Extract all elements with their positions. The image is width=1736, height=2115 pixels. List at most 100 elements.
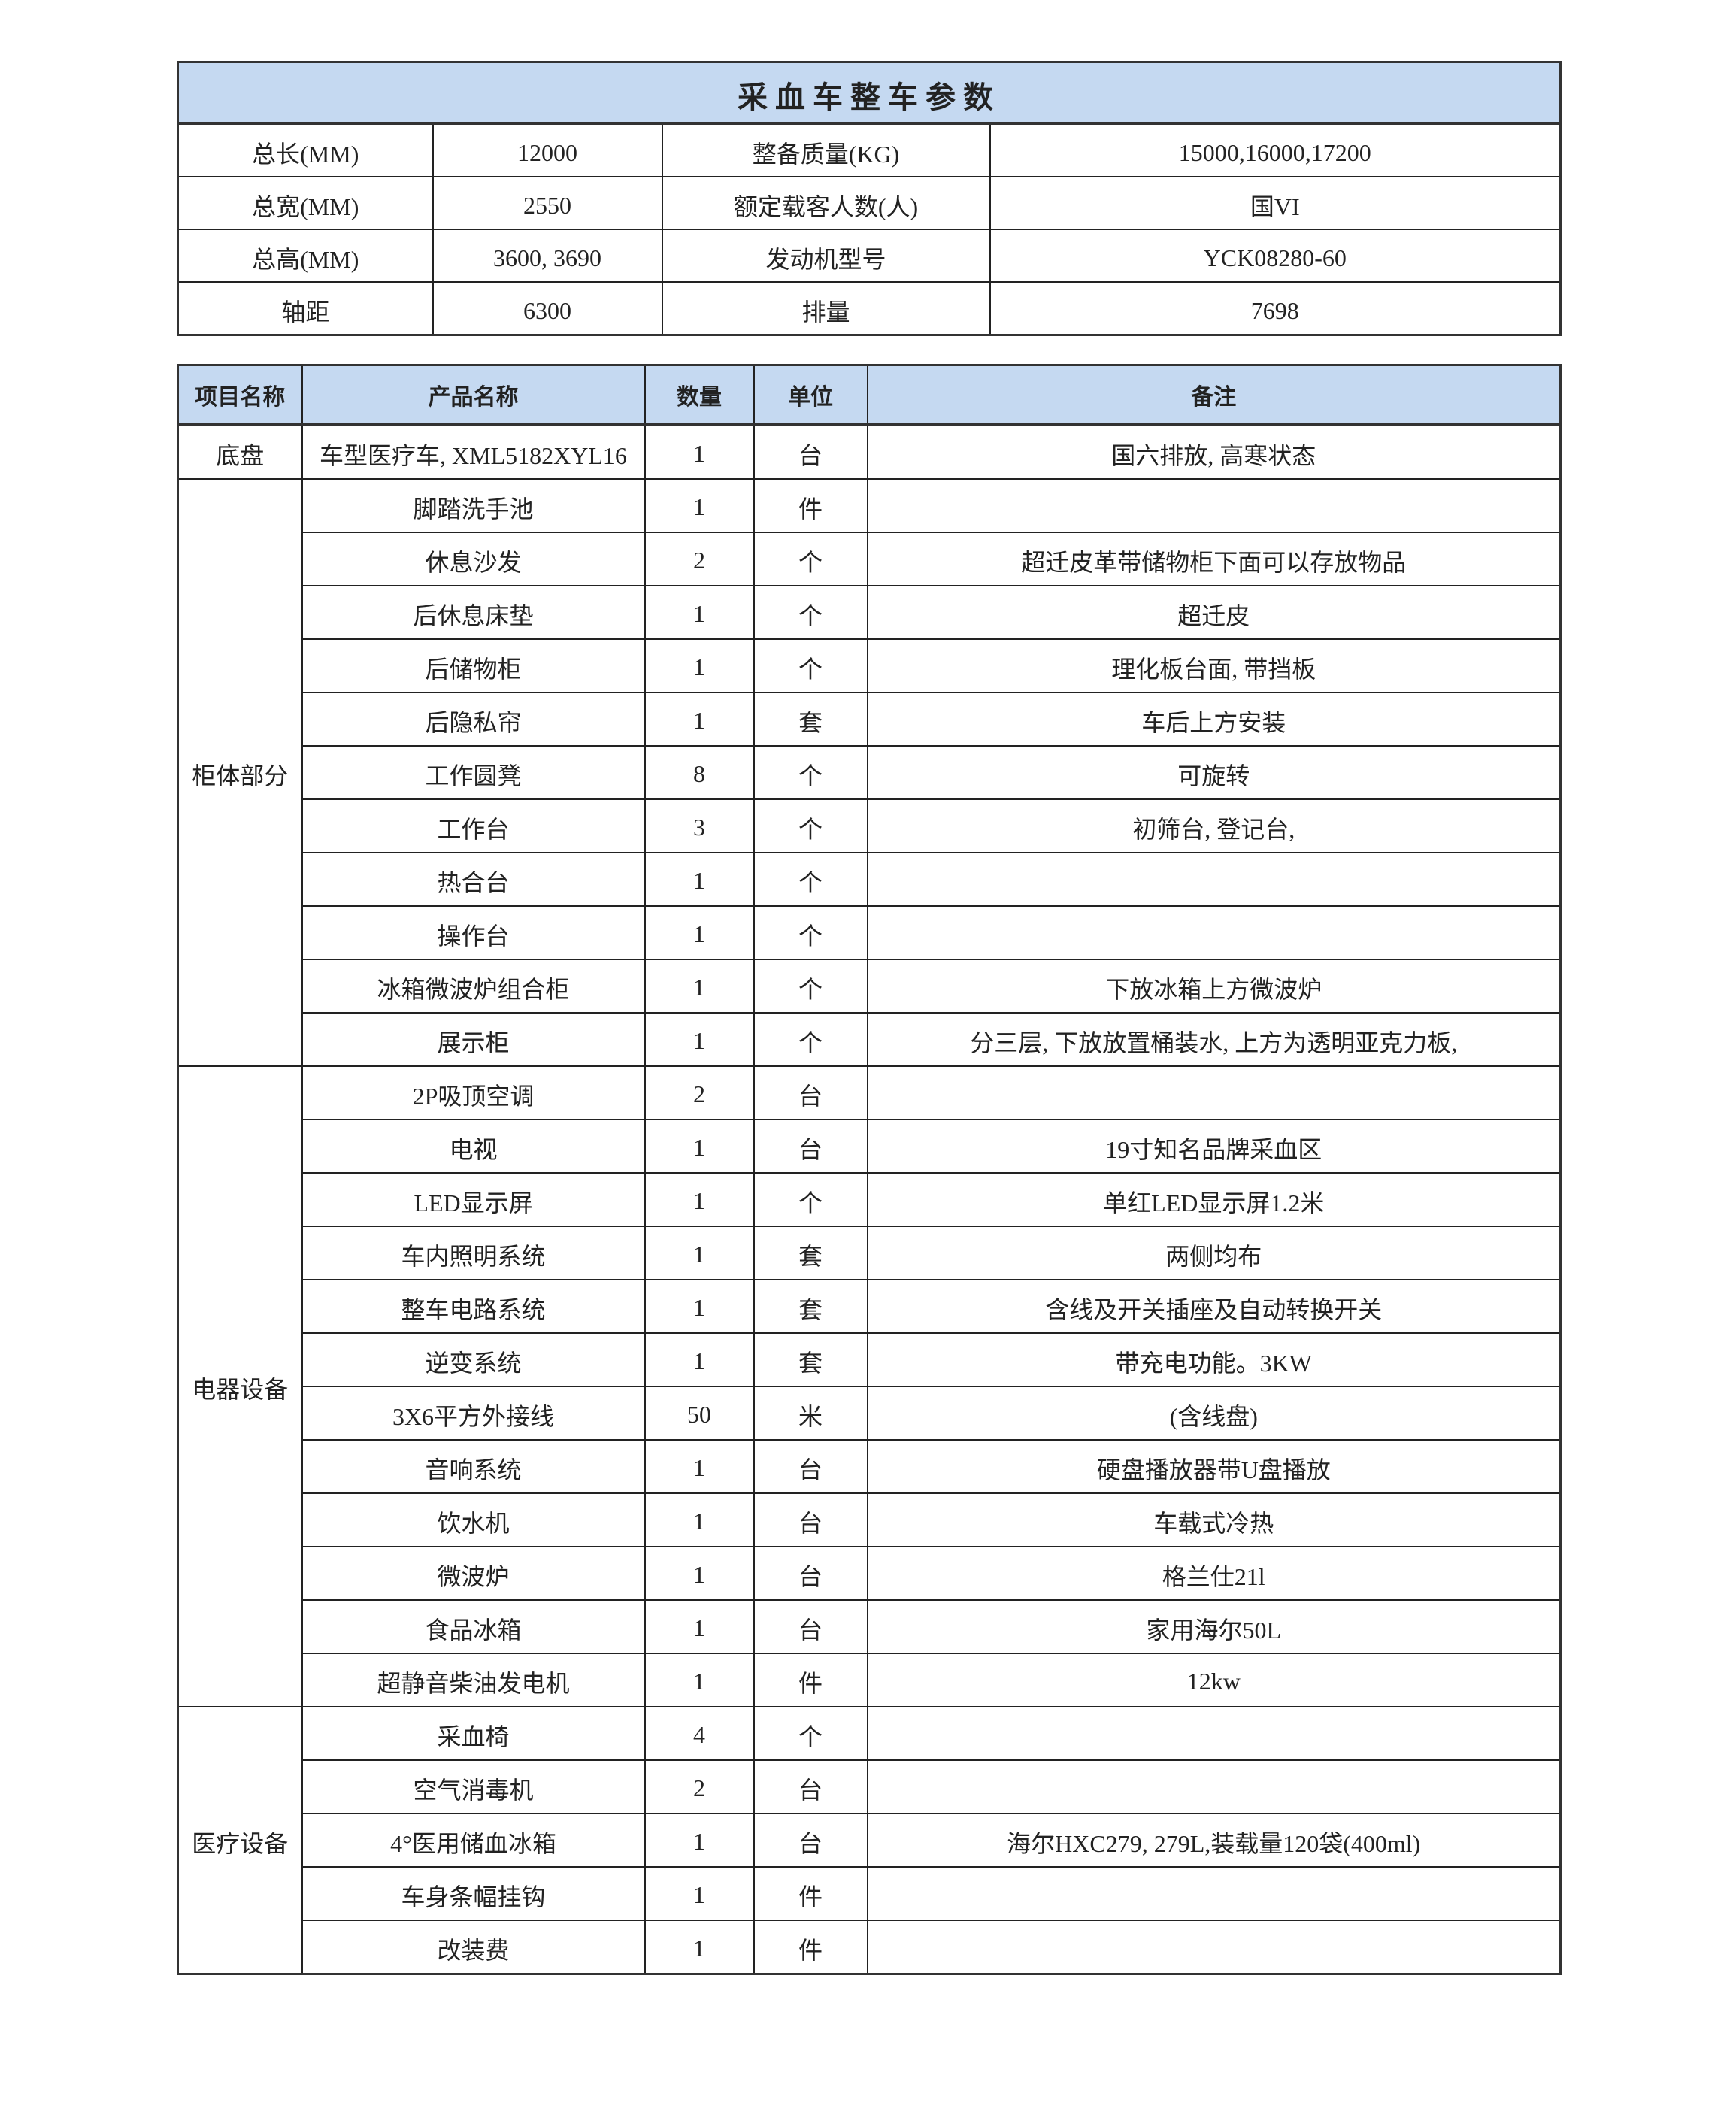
table-row: 饮水机 1 台车载式冷热 — [178, 1492, 1562, 1547]
remarks-cell: 理化板台面, 带挡板 — [866, 638, 1562, 693]
spec-value: 15000,16000,17200 — [989, 123, 1562, 177]
unit-cell: 个 — [753, 1706, 868, 1761]
table-row: 柜体部分 脚踏洗手池 1 件 — [177, 478, 1562, 1067]
unit-cell: 个 — [753, 745, 868, 800]
quantity-cell: 1 — [644, 478, 755, 533]
table-row: 逆变系统 1 套带充电功能。3KW — [178, 1332, 1562, 1387]
quantity-cell: 2 — [644, 532, 755, 586]
remarks-cell: 超迁皮革带储物柜下面可以存放物品 — [866, 532, 1562, 586]
remarks-cell: 下放冰箱上方微波炉 — [866, 959, 1562, 1014]
spec-row: 总宽(MM) 2550 额定载客人数(人) 国VI — [177, 176, 1562, 230]
table-row: 展示柜 1 个分三层, 下放放置桶装水, 上方为透明亚克力板, — [178, 1012, 1562, 1067]
spec-row: 轴距 6300 排量 7698 — [177, 281, 1562, 336]
product-name-cell: 饮水机 — [301, 1492, 646, 1547]
spec-label: 总高(MM) — [177, 229, 434, 283]
remarks-cell — [866, 1866, 1562, 1921]
product-name-cell: 操作台 — [301, 905, 646, 960]
quantity-cell: 2 — [644, 1065, 755, 1120]
product-name-cell: 改装费 — [301, 1920, 646, 1975]
quantity-cell: 1 — [644, 1332, 755, 1387]
spec-value: 3600, 3690 — [432, 229, 663, 283]
table-row: 休息沙发 2 个超迁皮革带储物柜下面可以存放物品 — [178, 532, 1562, 586]
product-name-cell: 工作圆凳 — [301, 745, 646, 800]
remarks-cell: 两侧均布 — [866, 1226, 1562, 1280]
quantity-cell: 1 — [644, 1920, 755, 1975]
quantity-cell: 3 — [644, 798, 755, 853]
quantity-cell: 4 — [644, 1706, 755, 1761]
quantity-cell: 1 — [644, 585, 755, 640]
unit-cell: 套 — [753, 1279, 868, 1334]
product-name-cell: 工作台 — [301, 798, 646, 853]
remarks-cell: 车后上方安装 — [866, 692, 1562, 747]
table-row: 工作圆凳 8 个可旋转 — [178, 745, 1562, 800]
quantity-cell: 1 — [644, 1866, 755, 1921]
remarks-cell: 格兰仕21l — [866, 1546, 1562, 1601]
remarks-cell: 硬盘播放器带U盘播放 — [866, 1439, 1562, 1494]
remarks-cell: 家用海尔50L — [866, 1599, 1562, 1654]
remarks-cell — [866, 1065, 1562, 1120]
table-row: 微波炉 1 台格兰仕21l — [178, 1546, 1562, 1601]
quantity-cell: 1 — [644, 905, 755, 960]
table-row: LED显示屏 1 个单红LED显示屏1.2米 — [178, 1172, 1562, 1227]
quantity-cell: 1 — [644, 1119, 755, 1174]
table-row: 整车电路系统 1 套含线及开关插座及自动转换开关 — [178, 1279, 1562, 1334]
spec-value: 2550 — [432, 176, 663, 230]
table-row: 音响系统 1 台硬盘播放器带U盘播放 — [178, 1439, 1562, 1494]
product-name-cell: 空气消毒机 — [301, 1759, 646, 1814]
remarks-cell — [866, 852, 1562, 907]
spec-label: 总宽(MM) — [177, 176, 434, 230]
spec-row: 总高(MM) 3600, 3690 发动机型号 YCK08280-60 — [177, 229, 1562, 283]
table-row: 超静音柴油发电机 1 件 12kw — [178, 1653, 1562, 1707]
spec-label: 总长(MM) — [177, 123, 434, 177]
unit-cell: 台 — [753, 1492, 868, 1547]
table-row: 后休息床垫 1 个超迁皮 — [178, 585, 1562, 640]
product-name-cell: 休息沙发 — [301, 532, 646, 586]
category-cell: 医疗设备 — [177, 1706, 303, 1975]
unit-cell: 件 — [753, 478, 868, 533]
spec-label: 整备质量(KG) — [661, 123, 991, 177]
header-unit: 单位 — [753, 364, 868, 426]
table-row: 工作台 3 个初筛台, 登记台, — [178, 798, 1562, 853]
spec-label: 排量 — [661, 281, 991, 336]
spec-row: 总长(MM) 12000 整备质量(KG) 15000,16000,17200 — [177, 123, 1562, 177]
table-row: 电视 1 台 19寸知名品牌采血区 — [178, 1119, 1562, 1174]
unit-cell: 个 — [753, 1012, 868, 1067]
table-row: 车身条幅挂钩 1 件 — [178, 1866, 1562, 1921]
unit-cell: 套 — [753, 1226, 868, 1280]
product-name-cell: 2P吸顶空调 — [301, 1065, 646, 1120]
quantity-cell: 1 — [644, 1172, 755, 1227]
unit-cell: 个 — [753, 852, 868, 907]
quantity-cell: 1 — [644, 692, 755, 747]
spec-value: 7698 — [989, 281, 1562, 336]
unit-cell: 个 — [753, 532, 868, 586]
spec-title: 采血车整车参数 — [177, 61, 1562, 125]
product-name-cell: 采血椅 — [301, 1706, 646, 1761]
product-name-cell: 整车电路系统 — [301, 1279, 646, 1334]
quantity-cell: 8 — [644, 745, 755, 800]
category-cell: 柜体部分 — [177, 478, 303, 1067]
product-name-cell: 4°医用储血冰箱 — [301, 1813, 646, 1868]
category-cell: 电器设备 — [177, 1065, 303, 1707]
quantity-cell: 1 — [644, 1813, 755, 1868]
product-name-cell: 车内照明系统 — [301, 1226, 646, 1280]
unit-cell: 米 — [753, 1386, 868, 1441]
product-name-cell: 逆变系统 — [301, 1332, 646, 1387]
unit-cell: 个 — [753, 585, 868, 640]
remarks-cell: 国六排放, 高寒状态 — [866, 424, 1562, 480]
quantity-cell: 1 — [644, 1653, 755, 1707]
remarks-cell — [866, 1759, 1562, 1814]
table-row: 食品冰箱 1 台家用海尔50L — [178, 1599, 1562, 1654]
remarks-cell: (含线盘) — [866, 1386, 1562, 1441]
remarks-cell: 12kw — [866, 1653, 1562, 1707]
quantity-cell: 1 — [644, 1279, 755, 1334]
quantity-cell: 1 — [644, 1439, 755, 1494]
quantity-cell: 1 — [644, 1546, 755, 1601]
vehicle-spec-table: 采血车整车参数 总长(MM) 12000 整备质量(KG) 15000,16000,1… — [177, 61, 1562, 336]
unit-cell: 台 — [753, 1065, 868, 1120]
product-name-cell: 冰箱微波炉组合柜 — [301, 959, 646, 1014]
spec-value: YCK08280-60 — [989, 229, 1562, 283]
spec-value: 12000 — [432, 123, 663, 177]
spec-label: 轴距 — [177, 281, 434, 336]
product-name-cell: 食品冰箱 — [301, 1599, 646, 1654]
unit-cell: 个 — [753, 959, 868, 1014]
